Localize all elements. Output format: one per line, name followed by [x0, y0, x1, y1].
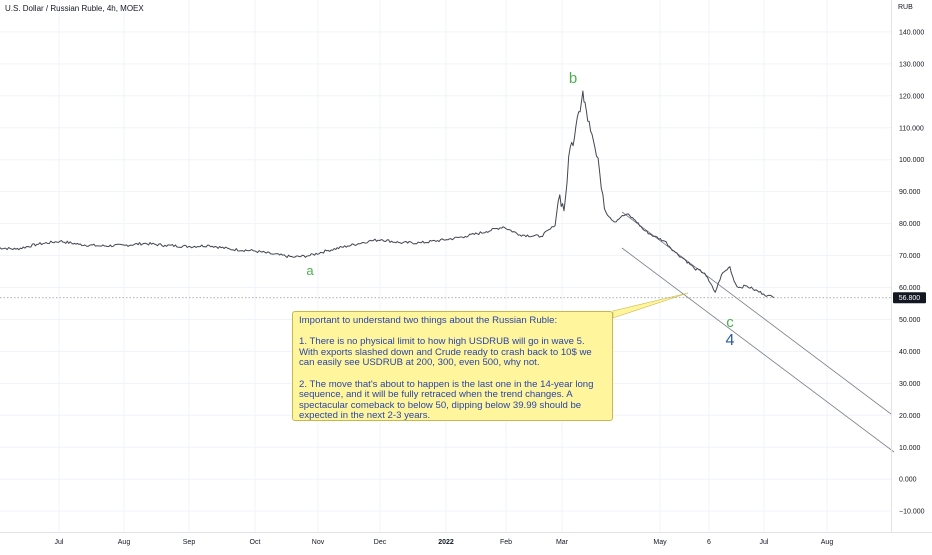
price-axis-unit: RUB — [898, 4, 913, 11]
y-tick-label: 90.000 — [899, 189, 921, 196]
y-tick-label: 0.000 — [899, 477, 917, 484]
analysis-callout[interactable]: Important to understand two things about… — [292, 311, 613, 421]
x-tick-label: Mar — [556, 539, 569, 546]
x-tick-label: Oct — [250, 539, 261, 546]
y-tick-label: 100.000 — [899, 157, 924, 164]
y-tick-label: 130.000 — [899, 61, 924, 68]
x-tick-label: Sep — [183, 539, 196, 546]
callout-point-2: 2. The move that's about to happen is th… — [299, 378, 594, 422]
x-tick-label: Feb — [500, 539, 512, 546]
x-tick-label: 6 — [707, 539, 711, 546]
x-tick-label: May — [653, 539, 667, 546]
x-tick-label: Dec — [374, 539, 387, 546]
price-series-line[interactable] — [0, 90, 775, 299]
wave-label-4[interactable]: 4 — [726, 332, 735, 349]
x-tick-label: Aug — [821, 539, 834, 546]
x-tick-label: Nov — [312, 539, 325, 546]
symbol-title[interactable]: U.S. Dollar / Russian Ruble, 4h, MOEX — [5, 4, 144, 13]
y-tick-label: 70.000 — [899, 253, 921, 260]
y-tick-label: 60.000 — [899, 285, 921, 292]
y-tick-label: 80.000 — [899, 221, 921, 228]
channel-upper-line[interactable] — [621, 211, 892, 415]
x-tick-label: Jul — [55, 539, 64, 546]
x-tick-label: 2022 — [438, 539, 454, 546]
channel-lower-line[interactable] — [621, 247, 895, 453]
y-tick-label: 50.000 — [899, 317, 921, 324]
last-price-badge — [893, 292, 926, 304]
last-price-label: 56.800 — [899, 295, 921, 302]
wave-label-c[interactable]: c — [726, 314, 734, 331]
x-tick-label: Jul — [760, 539, 769, 546]
y-tick-label: 40.000 — [899, 349, 921, 356]
y-tick-label: 110.000 — [899, 125, 924, 132]
y-tick-label: 10.000 — [899, 445, 921, 452]
y-tick-label: 20.000 — [899, 413, 921, 420]
y-tick-label: 30.000 — [899, 381, 921, 388]
callout-point-1: 1. There is no physical limit to how hig… — [299, 336, 592, 369]
y-tick-label: 140.000 — [899, 29, 924, 36]
callout-pointer — [612, 292, 689, 319]
y-tick-label: −10.000 — [899, 509, 925, 516]
callout-intro: Important to understand two things about… — [299, 315, 558, 326]
y-tick-label: 120.000 — [899, 93, 924, 100]
wave-label-b[interactable]: b — [569, 70, 577, 87]
x-tick-label: Aug — [118, 539, 131, 546]
wave-label-a[interactable]: a — [306, 263, 314, 278]
